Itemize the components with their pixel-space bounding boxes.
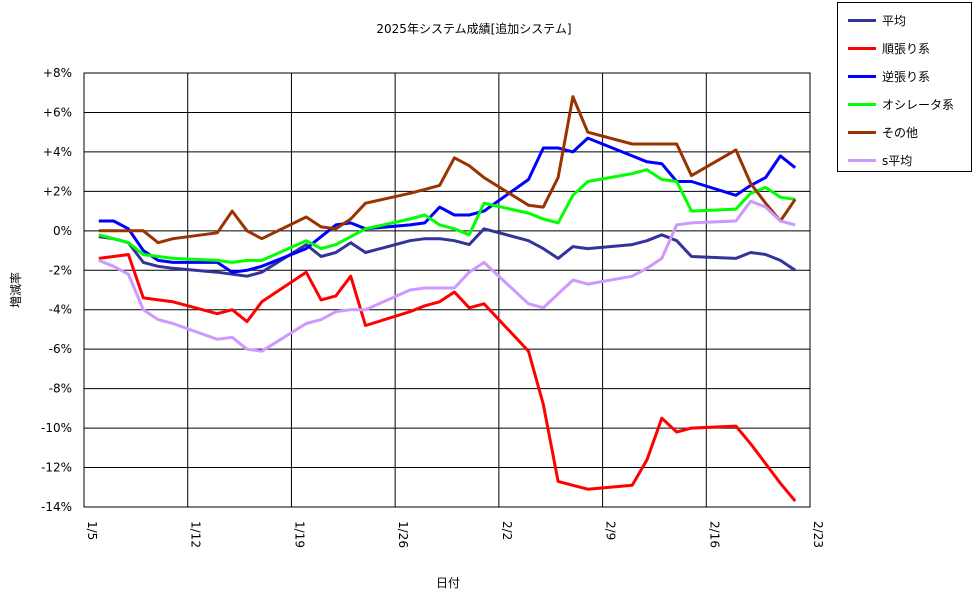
legend-item: 平均 [848,13,907,28]
y-tick-label: -4% [49,303,72,317]
y-tick-label: +6% [43,105,72,119]
series-line [98,95,797,245]
legend-swatch [848,74,876,78]
legend-label: 平均 [882,13,907,28]
x-axis-label: 日付 [436,576,460,590]
series-line [98,227,797,278]
y-tick-label: -2% [49,263,72,277]
y-axis-label: 増減率 [8,272,23,308]
x-tick-label: 1/26 [396,521,410,548]
legend-label: 順張り系 [882,41,931,56]
y-tick-label: 0% [53,224,72,238]
series-line [98,136,797,274]
series-line [98,199,796,353]
legend-swatch [848,102,876,106]
y-tick-label: -6% [49,342,72,356]
chart-title: 2025年システム成績[追加システム] [376,21,571,36]
legend-item: その他 [848,125,919,140]
legend-swatch [848,46,876,50]
legend-label: s平均 [882,153,913,168]
legend-label: オシレータ系 [882,97,955,112]
y-tick-label: +2% [43,184,72,198]
x-tick-label: 2/9 [604,521,618,540]
legend-label: その他 [882,125,919,140]
y-tick-label: -14% [41,500,72,514]
legend-swatch [848,18,876,22]
legend-item: 順張り系 [848,41,931,56]
x-axis-ticks: 1/5 1/12 1/19 1/26 2/2 2/9 2/16 2/23 [85,521,825,548]
legend: 平均 順張り系 逆張り系 オシレータ系 その他 s平均 [837,2,972,172]
legend-item: オシレータ系 [848,97,955,112]
y-axis-ticks: +8% +6% +4% +2% 0% -2% -4% -6% -8% -10% -12% -14% [41,66,72,514]
y-tick-label: -8% [49,382,72,396]
legend-item: 逆張り系 [848,69,931,84]
legend-label: 逆張り系 [882,69,931,84]
x-tick-label: 2/16 [707,521,721,548]
series-line [98,253,797,503]
series-lines [98,95,797,503]
grid-lines [83,72,811,508]
y-tick-label: -12% [41,461,72,475]
x-tick-label: 2/2 [500,521,514,540]
series-line [98,168,796,264]
legend-swatch [848,158,876,162]
x-tick-label: 1/19 [292,521,306,548]
plot-area-border [83,72,811,508]
y-tick-label: -10% [41,421,72,435]
legend-swatch [848,130,876,134]
x-tick-label: 2/23 [811,521,825,548]
legend-item: s平均 [848,153,913,168]
x-tick-label: 1/12 [189,521,203,548]
y-tick-label: +4% [43,145,72,159]
x-tick-label: 1/5 [85,521,99,540]
y-tick-label: +8% [43,66,72,80]
